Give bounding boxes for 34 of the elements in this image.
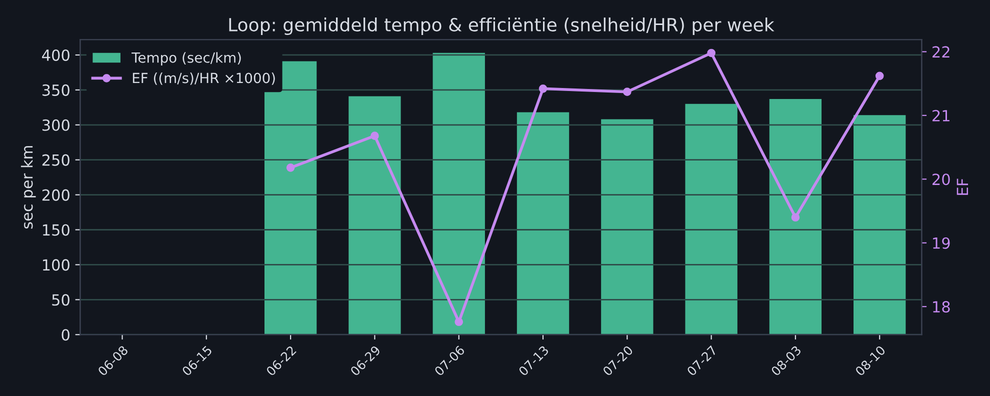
bar <box>348 96 401 335</box>
y2-tick-label: 22 <box>932 46 950 58</box>
point <box>538 84 548 93</box>
y2-tick-label: 19 <box>933 237 950 249</box>
y-axis-title: sec per km <box>20 146 36 229</box>
legend-label: Tempo (sec/km) <box>132 52 241 66</box>
y-tick-label: 150 <box>42 224 70 236</box>
y-tick-label: 200 <box>42 189 70 201</box>
point <box>791 213 800 222</box>
bar <box>769 99 822 335</box>
y2-tick-label: 20 <box>932 174 950 186</box>
chart-title: Loop: gemiddeld tempo & efficiëntie (snelheid/HR) per week <box>229 18 774 36</box>
y2-tick-label: 18 <box>933 301 950 313</box>
point <box>623 88 632 96</box>
bar <box>601 119 654 335</box>
bar <box>516 112 570 335</box>
point <box>454 318 464 326</box>
y-tick-label: 350 <box>42 84 70 96</box>
point <box>286 164 295 172</box>
y-tick-label: 100 <box>42 259 70 271</box>
bar <box>685 104 738 335</box>
point <box>707 48 716 58</box>
point <box>875 72 884 80</box>
y-tick-label: 250 <box>42 154 70 166</box>
legend-label: EF ((m/s)/HR ×1000) <box>132 72 275 85</box>
point <box>370 132 379 140</box>
y-tick-label: 300 <box>42 119 70 131</box>
y2-tick-label: 21 <box>932 110 950 122</box>
bar <box>432 52 485 335</box>
y2-axis-title: EF <box>956 178 968 195</box>
y-tick-label: 0 <box>62 329 70 341</box>
y-tick-label: 50 <box>52 294 70 306</box>
y-tick-label: 400 <box>42 49 70 61</box>
bar <box>854 115 906 335</box>
